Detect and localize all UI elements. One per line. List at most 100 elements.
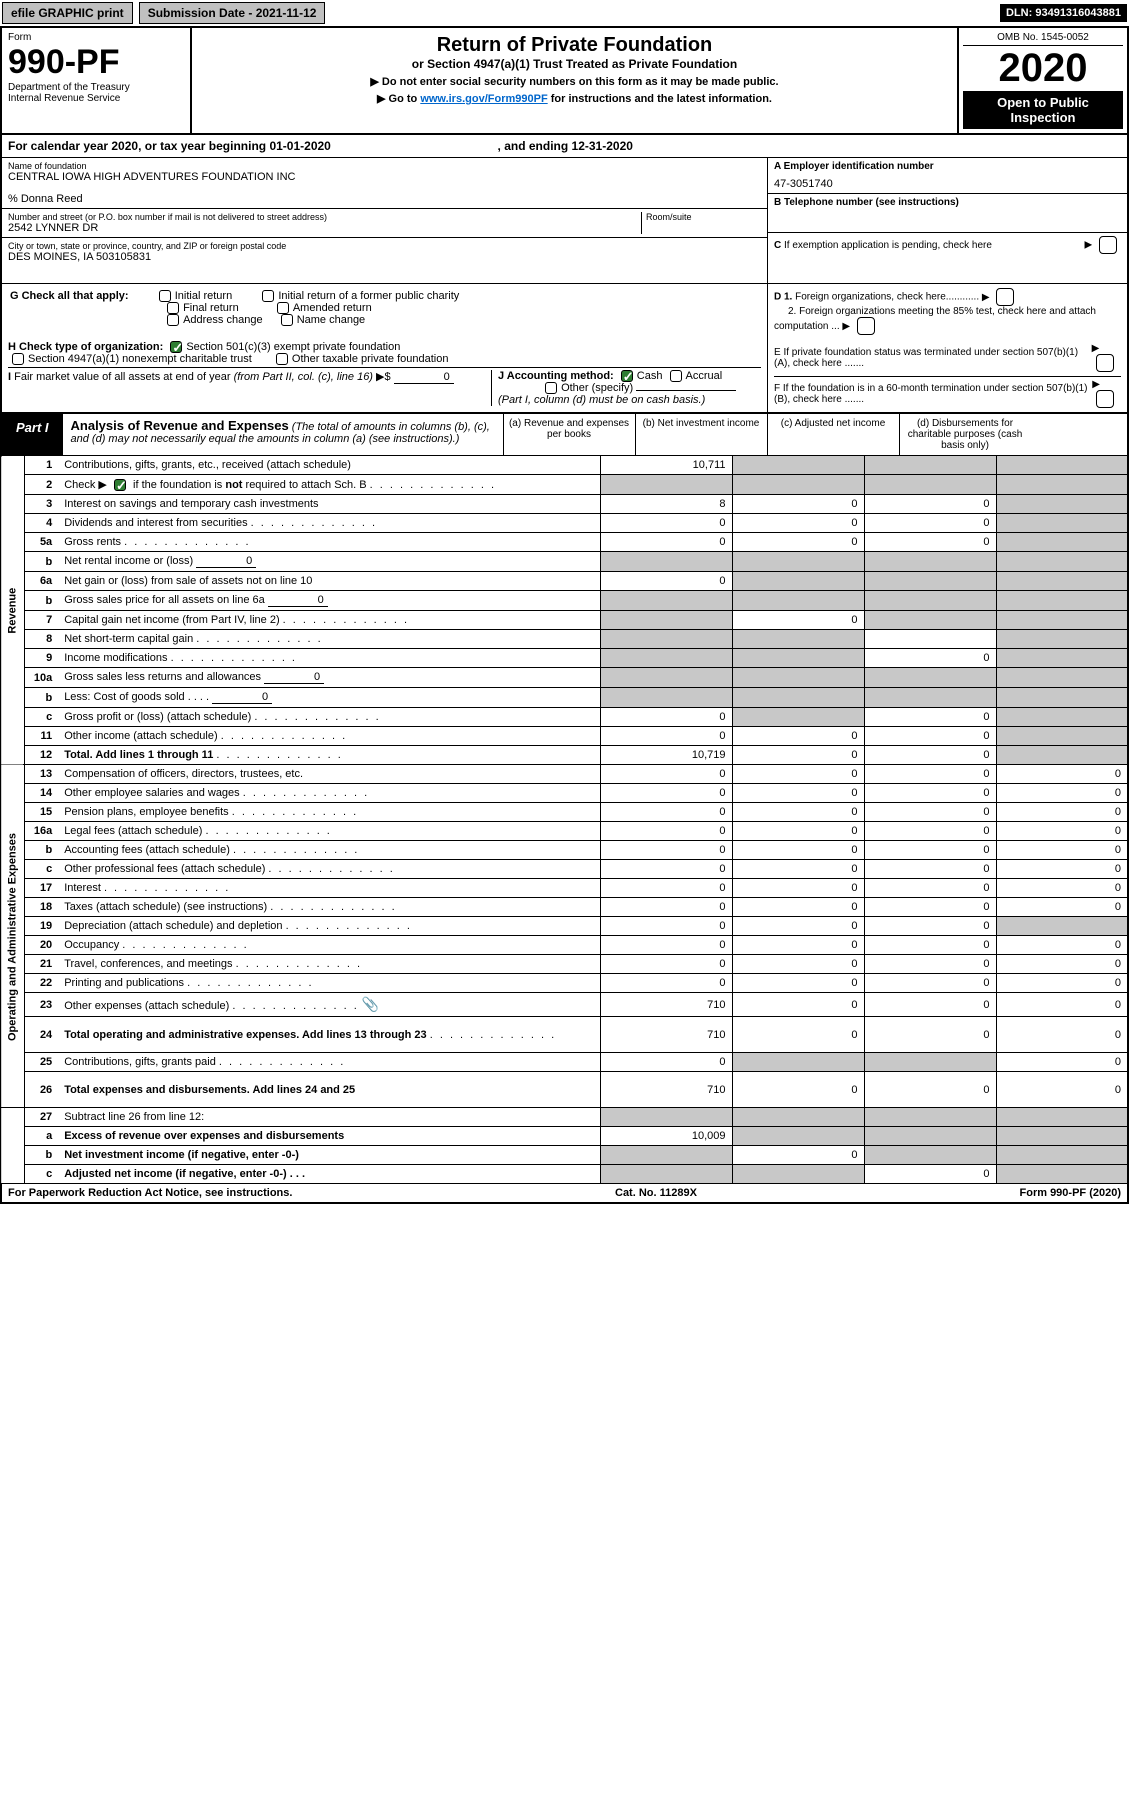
col-d-header: (d) Disbursements for charitable purpose… bbox=[899, 414, 1031, 455]
d1-checkbox[interactable] bbox=[996, 288, 1014, 306]
g-d-row: G Check all that apply: Initial return I… bbox=[0, 283, 1129, 339]
g-address-checkbox[interactable] bbox=[167, 314, 179, 326]
cell-value: 0 bbox=[864, 936, 996, 955]
cell-value: 0 bbox=[864, 974, 996, 993]
cell-value bbox=[996, 552, 1128, 572]
submission-date-button[interactable]: Submission Date - 2021-11-12 bbox=[139, 2, 326, 24]
line-number: 25 bbox=[24, 1053, 60, 1072]
cell-value: 0 bbox=[864, 727, 996, 746]
cell-value: 10,009 bbox=[600, 1127, 732, 1146]
cell-value: 0 bbox=[600, 974, 732, 993]
dept-label: Department of the Treasury bbox=[8, 82, 184, 93]
line-desc: Pension plans, employee benefits bbox=[60, 803, 600, 822]
line-desc: Other expenses (attach schedule) 📎 bbox=[60, 993, 600, 1017]
phone-cell: B Telephone number (see instructions) bbox=[768, 194, 1127, 233]
header-center: Return of Private Foundation or Section … bbox=[192, 28, 957, 133]
entity-info: Name of foundation CENTRAL IOWA HIGH ADV… bbox=[0, 158, 1129, 283]
line-desc: Interest on savings and temporary cash i… bbox=[60, 495, 600, 514]
f-checkbox[interactable] bbox=[1096, 390, 1114, 408]
cell-value bbox=[864, 475, 996, 495]
cell-value: 0 bbox=[600, 917, 732, 936]
h-4947-checkbox[interactable] bbox=[12, 353, 24, 365]
cell-value bbox=[864, 688, 996, 708]
h-501c3-checkbox[interactable] bbox=[170, 341, 182, 353]
efile-button[interactable]: efile GRAPHIC print bbox=[2, 2, 133, 24]
j-cash-checkbox[interactable] bbox=[621, 370, 633, 382]
cell-value bbox=[996, 649, 1128, 668]
line-number: 23 bbox=[24, 993, 60, 1017]
omb-number: OMB No. 1545-0052 bbox=[963, 32, 1123, 46]
cell-value: 0 bbox=[732, 611, 864, 630]
line-number: 27 bbox=[24, 1108, 60, 1127]
cell-value bbox=[732, 649, 864, 668]
cell-value: 710 bbox=[600, 1072, 732, 1108]
note-link: ▶ Go to www.irs.gov/Form990PF for instru… bbox=[198, 92, 951, 105]
line-desc: Legal fees (attach schedule) bbox=[60, 822, 600, 841]
cell-value bbox=[732, 1108, 864, 1127]
cell-value bbox=[996, 917, 1128, 936]
cell-value: 0 bbox=[732, 1017, 864, 1053]
line-desc: Contributions, gifts, grants paid bbox=[60, 1053, 600, 1072]
cell-value bbox=[996, 1108, 1128, 1127]
city-cell: City or town, state or province, country… bbox=[2, 238, 767, 283]
g-final-checkbox[interactable] bbox=[167, 302, 179, 314]
cell-value: 0 bbox=[996, 936, 1128, 955]
col-a-header: (a) Revenue and expenses per books bbox=[503, 414, 635, 455]
line-desc: Total expenses and disbursements. Add li… bbox=[60, 1072, 600, 1108]
cell-value: 0 bbox=[600, 803, 732, 822]
line-number: 3 bbox=[24, 495, 60, 514]
cell-value: 0 bbox=[600, 822, 732, 841]
part1-table: Revenue1Contributions, gifts, grants, et… bbox=[0, 456, 1129, 1184]
cell-value: 0 bbox=[600, 955, 732, 974]
line-desc: Total. Add lines 1 through 11 bbox=[60, 746, 600, 765]
g-section: G Check all that apply: Initial return I… bbox=[2, 284, 767, 339]
cell-value: 0 bbox=[864, 514, 996, 533]
cell-value: 0 bbox=[996, 974, 1128, 993]
line-number: b bbox=[24, 688, 60, 708]
cell-value: 10,711 bbox=[600, 456, 732, 475]
d2-checkbox[interactable] bbox=[857, 317, 875, 335]
cell-value: 0 bbox=[864, 917, 996, 936]
cell-value: 0 bbox=[732, 955, 864, 974]
cell-value: 10,719 bbox=[600, 746, 732, 765]
cell-value: 0 bbox=[996, 879, 1128, 898]
cell-value bbox=[864, 1053, 996, 1072]
h-other-checkbox[interactable] bbox=[276, 353, 288, 365]
line-desc: Gross profit or (loss) (attach schedule) bbox=[60, 708, 600, 727]
cell-value: 0 bbox=[732, 803, 864, 822]
line-number: 10a bbox=[24, 668, 60, 688]
line-desc: Subtract line 26 from line 12: bbox=[60, 1108, 600, 1127]
cell-value: 0 bbox=[996, 955, 1128, 974]
open-to-public: Open to Public Inspection bbox=[963, 91, 1123, 129]
cell-value: 0 bbox=[600, 936, 732, 955]
ein-cell: A Employer identification number 47-3051… bbox=[768, 158, 1127, 194]
e-checkbox[interactable] bbox=[1096, 354, 1114, 372]
cell-value bbox=[600, 591, 732, 611]
line-desc: Occupancy bbox=[60, 936, 600, 955]
g-amended-checkbox[interactable] bbox=[277, 302, 289, 314]
line-number: 11 bbox=[24, 727, 60, 746]
attachment-icon[interactable]: 📎 bbox=[362, 996, 379, 1012]
cell-value bbox=[732, 1165, 864, 1184]
line-desc: Gross sales less returns and allowances … bbox=[60, 668, 600, 688]
line-desc: Capital gain net income (from Part IV, l… bbox=[60, 611, 600, 630]
c-checkbox[interactable] bbox=[1099, 236, 1117, 254]
col-b-header: (b) Net investment income bbox=[635, 414, 767, 455]
cell-value: 0 bbox=[732, 746, 864, 765]
schb-checkbox[interactable] bbox=[114, 479, 126, 491]
g-initial-former-checkbox[interactable] bbox=[262, 290, 274, 302]
j-accrual-checkbox[interactable] bbox=[670, 370, 682, 382]
hij-ef-row: H Check type of organization: Section 50… bbox=[0, 339, 1129, 414]
cell-value bbox=[600, 630, 732, 649]
cell-value bbox=[996, 1165, 1128, 1184]
cell-value: 0 bbox=[732, 860, 864, 879]
g-initial-checkbox[interactable] bbox=[159, 290, 171, 302]
line-desc: Less: Cost of goods sold . . . . 0 bbox=[60, 688, 600, 708]
line-number: 4 bbox=[24, 514, 60, 533]
irs-link[interactable]: www.irs.gov/Form990PF bbox=[420, 93, 547, 105]
h-i-section: H Check type of organization: Section 50… bbox=[2, 339, 767, 412]
cell-value: 0 bbox=[600, 708, 732, 727]
g-name-checkbox[interactable] bbox=[281, 314, 293, 326]
j-other-checkbox[interactable] bbox=[545, 382, 557, 394]
footer-paperwork: For Paperwork Reduction Act Notice, see … bbox=[2, 1184, 298, 1202]
